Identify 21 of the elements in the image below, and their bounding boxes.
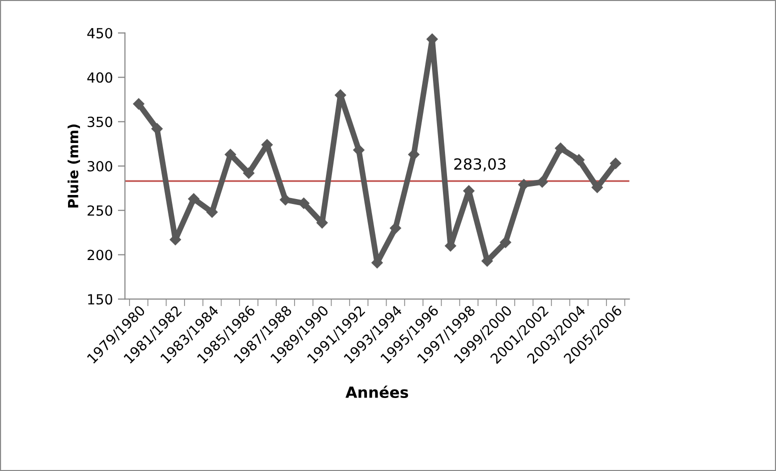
point xyxy=(500,236,512,248)
point xyxy=(573,154,584,166)
ref-line-label: 283,03 xyxy=(454,158,506,172)
y-tick-label: 200 xyxy=(88,250,112,260)
x-axis-title: Années xyxy=(346,386,408,398)
point xyxy=(298,198,310,209)
y-tick-label: 450 xyxy=(87,28,112,38)
y-tick-label: 350 xyxy=(88,116,112,128)
point xyxy=(390,222,402,234)
point xyxy=(188,193,200,204)
y-tick-label: 300 xyxy=(88,160,112,172)
point xyxy=(554,142,566,154)
point xyxy=(243,168,254,179)
point xyxy=(610,158,622,169)
y-axis-title: Pluie (mm) xyxy=(68,124,80,208)
point xyxy=(592,182,603,193)
point xyxy=(133,98,144,110)
point xyxy=(518,179,530,190)
y-tick-label: 250 xyxy=(88,205,112,216)
y-tick-label: 150 xyxy=(88,294,112,305)
y-tick-label: 400 xyxy=(87,72,112,83)
